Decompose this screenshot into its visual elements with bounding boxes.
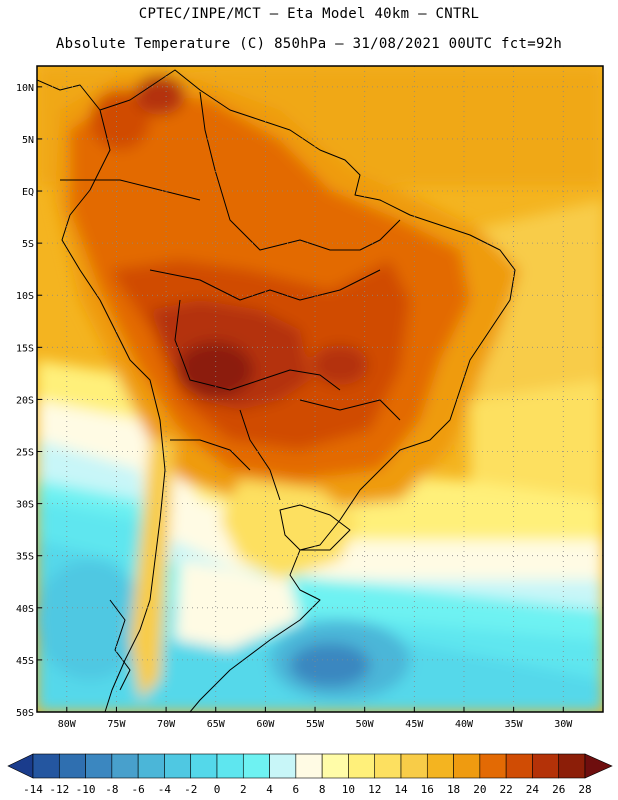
chart-title: CPTEC/INPE/MCT – Eta Model 40km – CNTRL (138, 6, 480, 22)
colorbar-swatch (400, 753, 428, 779)
lat-label: 15S (16, 343, 34, 354)
colorbar-swatch (426, 753, 454, 779)
colorbar-label: -8 (105, 783, 118, 796)
colorbar-label: 0 (214, 783, 221, 796)
lon-label: 70W (157, 719, 176, 730)
colorbar-arrow-low (7, 753, 34, 779)
lon-label: 30W (554, 719, 573, 730)
lat-label: EQ (22, 187, 34, 198)
colorbar-swatch (295, 753, 323, 779)
chart-subtitle: Absolute Temperature (C) 850hPa – 31/08/… (55, 36, 563, 52)
colorbar-swatch (164, 753, 192, 779)
colorbar-label: 4 (266, 783, 273, 796)
colorbar-arrow-high (584, 753, 613, 779)
colorbar-label: 8 (319, 783, 326, 796)
lon-label: 45W (405, 719, 424, 730)
colorbar-swatch (453, 753, 481, 779)
lon-label: 55W (306, 719, 325, 730)
colorbar-label: 26 (552, 783, 565, 796)
coastline (37, 69, 516, 712)
colorbar-swatch (505, 753, 533, 779)
colorbar-label: -2 (184, 783, 197, 796)
longitude-labels: 80W 75W 70W 65W 60W 55W 50W 45W 40W 35W 30W (58, 707, 573, 730)
lat-label: 5S (22, 239, 34, 250)
lat-label: 45S (16, 656, 34, 667)
lon-label: 65W (207, 719, 226, 730)
colorbar-swatch (374, 753, 402, 779)
colorbar-swatch (32, 753, 60, 779)
colorbar-swatch (321, 753, 349, 779)
colorbar-label: 28 (578, 783, 591, 796)
lon-label: 80W (58, 719, 77, 730)
colorbar-swatch (111, 753, 139, 779)
lat-label: 25S (16, 448, 34, 459)
lon-label: 60W (256, 719, 275, 730)
lat-label: 50S (16, 708, 34, 719)
lat-label: 40S (16, 604, 34, 615)
colorbar-label: -12 (49, 783, 69, 796)
map-frame (36, 65, 604, 713)
colorbar-label: 12 (368, 783, 381, 796)
colorbar-label: -4 (158, 783, 172, 796)
colorbar-swatch (190, 753, 218, 779)
colorbar-label: 22 (500, 783, 513, 796)
colorbar-swatch (348, 753, 376, 779)
colorbar-swatch (85, 753, 113, 779)
lat-label: 35S (16, 552, 34, 563)
lon-label: 40W (455, 719, 474, 730)
lat-label: 10N (16, 83, 34, 94)
colorbar-swatch (242, 753, 270, 779)
colorbar-label: 6 (293, 783, 300, 796)
colorbar-swatch (532, 753, 560, 779)
lat-label: 5N (22, 135, 34, 146)
colorbar-label: 20 (473, 783, 486, 796)
colorbar-label: 24 (526, 783, 540, 796)
colorbar-swatch (269, 753, 297, 779)
lon-label: 35W (505, 719, 524, 730)
colorbar-swatch (137, 753, 165, 779)
colorbar-swatch (558, 753, 586, 779)
colorbar-label: -14 (23, 783, 43, 796)
colorbar-label: -6 (132, 783, 145, 796)
colorbar-label: -10 (76, 783, 96, 796)
lat-label: 30S (16, 500, 34, 511)
lon-label: 75W (107, 719, 126, 730)
colorbar-swatch (216, 753, 244, 779)
colorbar-swatch (479, 753, 507, 779)
colorbar-label: 14 (394, 783, 408, 796)
colorbar-label: 18 (447, 783, 460, 796)
lat-label: 10S (16, 291, 34, 302)
colorbar-swatch (58, 753, 86, 779)
lon-label: 50W (356, 719, 375, 730)
latitude-labels: 10N 5N EQ 5S 10S 15S 20S 25S 30S 35S 40S 45S 50S (16, 83, 42, 719)
colorbar-label: 10 (342, 783, 355, 796)
lat-label: 20S (16, 395, 34, 406)
colorbar-label: 2 (240, 783, 247, 796)
colorbar-label: 16 (421, 783, 434, 796)
